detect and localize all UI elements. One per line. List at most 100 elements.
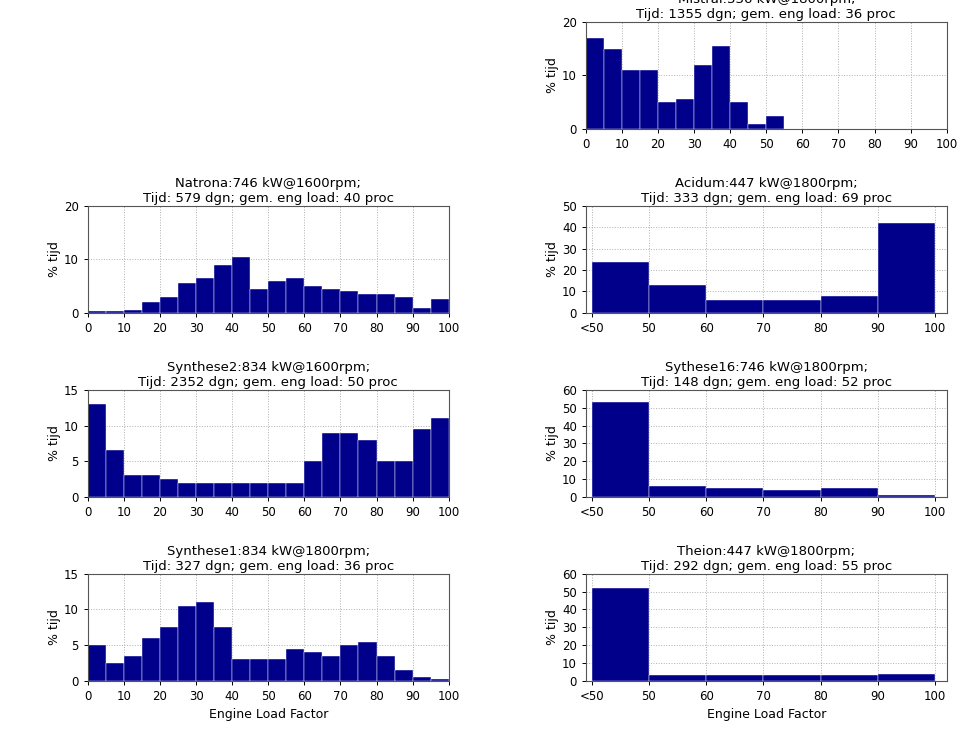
Y-axis label: % tijd: % tijd	[48, 242, 61, 277]
Bar	[763, 300, 821, 313]
Bar	[160, 627, 178, 681]
Bar	[268, 281, 286, 313]
Bar	[430, 419, 449, 497]
Bar	[305, 286, 322, 313]
Bar	[394, 670, 413, 681]
Bar	[105, 663, 124, 681]
Y-axis label: % tijd: % tijd	[48, 609, 61, 645]
Bar	[160, 479, 178, 497]
Bar	[105, 310, 124, 313]
Bar	[358, 294, 377, 313]
Bar	[88, 404, 105, 497]
Y-axis label: % tijd: % tijd	[547, 609, 559, 645]
Bar	[322, 289, 341, 313]
Bar	[196, 602, 214, 681]
Bar	[430, 679, 449, 681]
Bar	[591, 403, 649, 497]
Bar	[124, 310, 142, 313]
Bar	[250, 482, 268, 497]
Bar	[707, 300, 763, 313]
Bar	[586, 38, 604, 129]
Bar	[322, 656, 341, 681]
Bar	[649, 486, 707, 497]
Bar	[124, 656, 142, 681]
Bar	[232, 660, 250, 681]
Bar	[160, 296, 178, 313]
Bar	[88, 645, 105, 681]
Bar	[124, 475, 142, 497]
Bar	[268, 482, 286, 497]
Bar	[286, 482, 305, 497]
Bar	[341, 291, 358, 313]
X-axis label: Engine Load Factor: Engine Load Factor	[209, 709, 328, 721]
Title: Natrona:746 kW@1600rpm;
Tijd: 579 dgn; gem. eng load: 40 proc: Natrona:746 kW@1600rpm; Tijd: 579 dgn; g…	[142, 176, 393, 205]
Bar	[377, 461, 394, 497]
Bar	[749, 124, 766, 129]
Bar	[268, 660, 286, 681]
Bar	[232, 482, 250, 497]
Bar	[232, 257, 250, 313]
Bar	[430, 299, 449, 313]
Bar	[341, 645, 358, 681]
Bar	[105, 450, 124, 497]
Bar	[196, 278, 214, 313]
Bar	[250, 289, 268, 313]
Bar	[591, 588, 649, 681]
Bar	[707, 676, 763, 681]
Bar	[640, 70, 658, 129]
Bar	[377, 294, 394, 313]
Bar	[394, 296, 413, 313]
Bar	[766, 116, 785, 129]
Title: Acidum:447 kW@1800rpm;
Tijd: 333 dgn; gem. eng load: 69 proc: Acidum:447 kW@1800rpm; Tijd: 333 dgn; ge…	[640, 176, 892, 205]
Bar	[214, 627, 232, 681]
Bar	[604, 49, 622, 129]
Bar	[676, 100, 694, 129]
Bar	[358, 440, 377, 497]
Bar	[196, 482, 214, 497]
Bar	[214, 265, 232, 313]
Bar	[707, 488, 763, 497]
Bar	[250, 660, 268, 681]
Bar	[88, 310, 105, 313]
Bar	[142, 475, 160, 497]
Title: Theion:447 kW@1800rpm;
Tijd: 292 dgn; gem. eng load: 55 proc: Theion:447 kW@1800rpm; Tijd: 292 dgn; ge…	[640, 545, 892, 572]
Bar	[712, 46, 730, 129]
Bar	[413, 429, 430, 497]
Bar	[591, 261, 649, 313]
Bar	[286, 278, 305, 313]
Bar	[649, 285, 707, 313]
Bar	[878, 673, 935, 681]
X-axis label: Engine Load Factor: Engine Load Factor	[707, 709, 826, 721]
Title: Synthese2:834 kW@1600rpm;
Tijd: 2352 dgn; gem. eng load: 50 proc: Synthese2:834 kW@1600rpm; Tijd: 2352 dgn…	[139, 361, 398, 389]
Bar	[178, 283, 196, 313]
Y-axis label: % tijd: % tijd	[48, 425, 61, 461]
Bar	[622, 70, 640, 129]
Bar	[763, 490, 821, 497]
Bar	[286, 649, 305, 681]
Bar	[694, 64, 712, 129]
Y-axis label: % tijd: % tijd	[547, 58, 559, 94]
Bar	[178, 482, 196, 497]
Bar	[394, 461, 413, 497]
Bar	[142, 638, 160, 681]
Bar	[730, 102, 749, 129]
Bar	[358, 641, 377, 681]
Y-axis label: % tijd: % tijd	[547, 242, 559, 277]
Title: Synthese1:834 kW@1800rpm;
Tijd: 327 dgn; gem. eng load: 36 proc: Synthese1:834 kW@1800rpm; Tijd: 327 dgn;…	[142, 545, 394, 572]
Bar	[878, 223, 935, 313]
Title: Sythese16:746 kW@1800rpm;
Tijd: 148 dgn; gem. eng load: 52 proc: Sythese16:746 kW@1800rpm; Tijd: 148 dgn;…	[640, 361, 892, 389]
Bar	[305, 461, 322, 497]
Bar	[142, 302, 160, 313]
Bar	[658, 102, 676, 129]
Bar	[649, 676, 707, 681]
Bar	[305, 652, 322, 681]
Bar	[377, 656, 394, 681]
Bar	[878, 495, 935, 497]
Title: Mistral:336 kW@1800rpm;
Tijd: 1355 dgn; gem. eng load: 36 proc: Mistral:336 kW@1800rpm; Tijd: 1355 dgn; …	[636, 0, 896, 20]
Bar	[821, 296, 878, 313]
Bar	[214, 482, 232, 497]
Bar	[322, 433, 341, 497]
Bar	[413, 677, 430, 681]
Bar	[821, 488, 878, 497]
Y-axis label: % tijd: % tijd	[547, 425, 559, 461]
